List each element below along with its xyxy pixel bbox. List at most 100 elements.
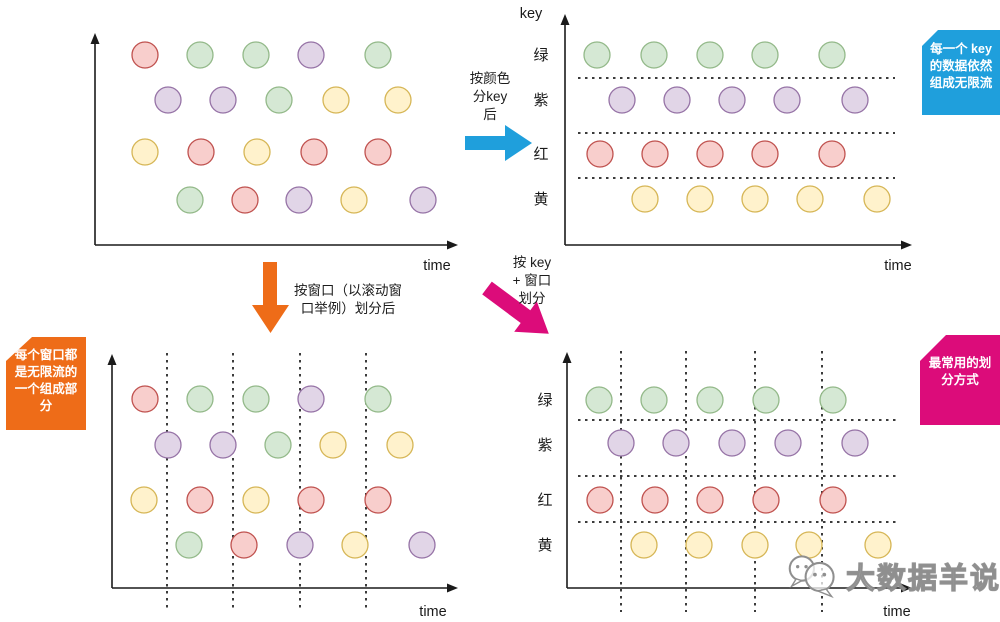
data-point-yellow — [341, 531, 369, 559]
data-point-red — [696, 140, 724, 168]
arrow-label-by-color: 按颜色 分key 后 — [469, 71, 511, 122]
data-point-purple — [154, 86, 182, 114]
data-point-yellow — [131, 138, 159, 166]
data-point-red — [818, 140, 846, 168]
key-axis-label: key — [520, 6, 543, 22]
data-point-green — [819, 386, 847, 414]
data-point-purple — [773, 86, 801, 114]
data-point-green — [696, 41, 724, 69]
data-point-red — [186, 486, 214, 514]
data-point-yellow — [630, 531, 658, 559]
callout-most-common-partition: 最常用的划 分方式 — [920, 335, 1000, 425]
data-point-red — [586, 486, 614, 514]
data-point-green — [176, 186, 204, 214]
data-point-red — [641, 140, 669, 168]
data-point-purple — [409, 186, 437, 214]
data-point-purple — [209, 431, 237, 459]
data-point-yellow — [322, 86, 350, 114]
data-point-purple — [841, 86, 869, 114]
flow-arrow-by-window — [252, 262, 289, 333]
data-point-green — [640, 41, 668, 69]
data-point-purple — [662, 429, 690, 457]
watermark: 大数据羊说 — [786, 552, 1000, 600]
data-point-yellow — [741, 185, 769, 213]
key-row-label: 紫 — [537, 437, 552, 454]
data-point-purple — [297, 41, 325, 69]
callout-key-still-unbounded: 每一个 key 的数据依然 组成无限流 — [922, 30, 1000, 115]
callout-window-part-of-stream: 每个窗口都 是无限流的 一个组成部 分 — [6, 337, 86, 430]
y-axis-arrowhead — [90, 33, 100, 44]
data-point-purple — [663, 86, 691, 114]
data-point-green — [186, 41, 214, 69]
x-axis-arrowhead — [447, 583, 458, 593]
data-point-yellow — [631, 185, 659, 213]
data-point-yellow — [243, 138, 271, 166]
data-point-red — [641, 486, 669, 514]
key-row-label: 红 — [537, 492, 552, 509]
data-point-green — [264, 431, 292, 459]
data-point-purple — [154, 431, 182, 459]
x-axis-arrowhead — [901, 583, 912, 593]
data-point-green — [696, 386, 724, 414]
data-point-green — [186, 385, 214, 413]
data-point-yellow — [864, 531, 892, 559]
flow-arrow-by-key-window — [482, 281, 549, 334]
data-point-purple — [286, 531, 314, 559]
data-point-red — [364, 486, 392, 514]
watermark-text: 大数据羊说 — [845, 562, 1000, 595]
data-point-green — [585, 386, 613, 414]
arrow-label-by-window: 按窗口（以滚动窗 口举例）划分后 — [294, 283, 402, 316]
arrow-label-by-key-window: 按 key + 窗口 划分 — [512, 255, 552, 306]
data-point-purple — [718, 429, 746, 457]
data-point-green — [751, 41, 779, 69]
data-point-green — [175, 531, 203, 559]
data-point-purple — [774, 429, 802, 457]
key-row-label: 绿 — [533, 47, 548, 64]
data-point-yellow — [242, 486, 270, 514]
data-point-purple — [841, 429, 869, 457]
time-axis-label: time — [883, 604, 910, 620]
data-point-red — [131, 385, 159, 413]
y-axis-arrowhead — [107, 354, 117, 365]
data-point-yellow — [686, 185, 714, 213]
data-point-yellow — [685, 531, 713, 559]
data-point-yellow — [796, 185, 824, 213]
data-point-green — [640, 386, 668, 414]
data-point-purple — [297, 385, 325, 413]
data-point-green — [364, 385, 392, 413]
data-point-green — [242, 41, 270, 69]
data-point-yellow — [340, 186, 368, 214]
data-point-red — [131, 41, 159, 69]
data-point-yellow — [863, 185, 891, 213]
flow-arrow-by-color — [465, 125, 532, 161]
data-point-red — [231, 186, 259, 214]
data-point-green — [752, 386, 780, 414]
data-point-purple — [718, 86, 746, 114]
x-axis-arrowhead — [447, 240, 458, 250]
data-point-red — [696, 486, 724, 514]
data-point-green — [242, 385, 270, 413]
data-point-yellow — [741, 531, 769, 559]
data-point-red — [297, 486, 325, 514]
data-point-red — [751, 140, 779, 168]
data-point-yellow — [319, 431, 347, 459]
data-point-purple — [608, 86, 636, 114]
key-row-label: 黄 — [533, 191, 548, 208]
key-row-label: 绿 — [537, 392, 552, 409]
y-axis-arrowhead — [562, 352, 572, 363]
time-axis-label: time — [884, 258, 911, 274]
data-point-red — [187, 138, 215, 166]
time-axis-label: time — [423, 258, 450, 274]
wechat-icon — [788, 555, 835, 599]
data-point-purple — [285, 186, 313, 214]
data-point-yellow — [130, 486, 158, 514]
data-point-green — [818, 41, 846, 69]
data-point-yellow — [384, 86, 412, 114]
data-point-red — [752, 486, 780, 514]
data-point-green — [583, 41, 611, 69]
x-axis-arrowhead — [901, 240, 912, 250]
data-point-yellow — [386, 431, 414, 459]
key-row-label: 黄 — [537, 537, 552, 554]
data-point-red — [300, 138, 328, 166]
data-point-green — [265, 86, 293, 114]
